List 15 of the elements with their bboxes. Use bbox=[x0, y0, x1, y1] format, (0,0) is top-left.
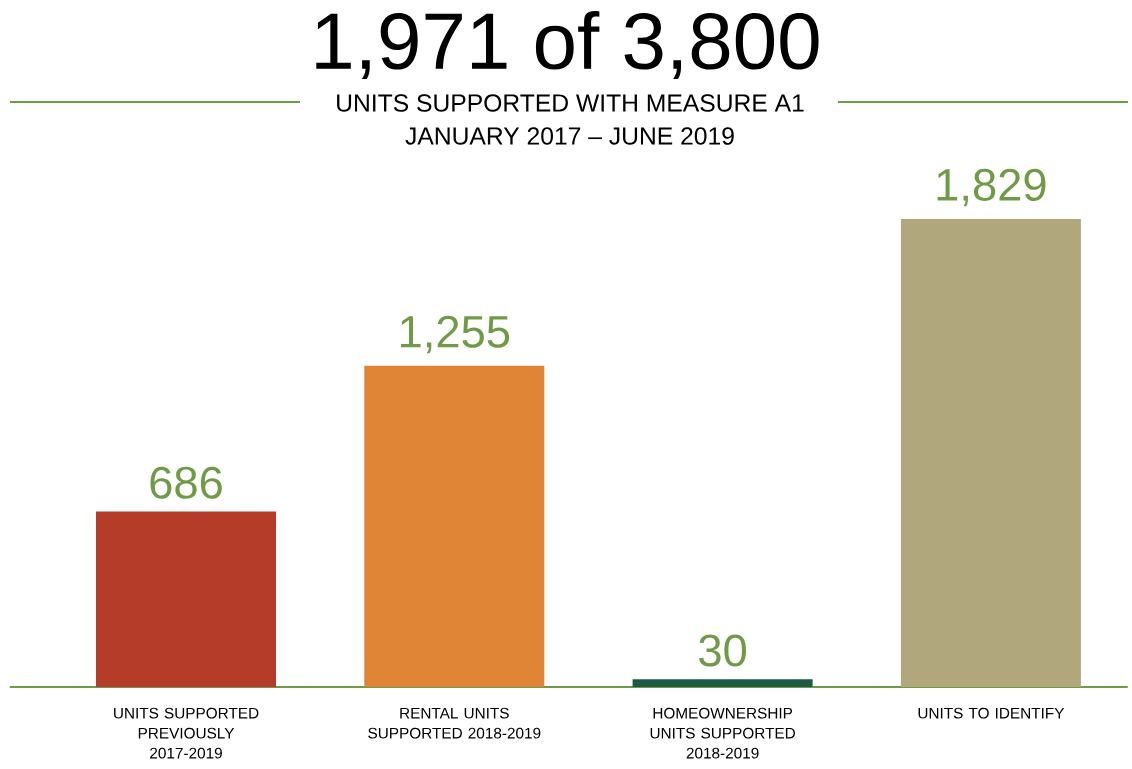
x-tick-label: RENTAL UNITS SUPPORTED 2018-2019 bbox=[368, 707, 541, 739]
chart-title: 1,971 of 3,800 bbox=[316, 10, 819, 80]
bar bbox=[632, 679, 813, 687]
data-label: 686 bbox=[150, 466, 222, 499]
data-label: 1,829 bbox=[937, 168, 1046, 207]
data-label: 1,255 bbox=[401, 315, 510, 354]
text: JANUARY 2017 – JUNE 2019 bbox=[405, 127, 734, 145]
bar bbox=[96, 511, 277, 687]
chart-subtitle: UNITS SUPPORTED WITH MEASURE A1 bbox=[337, 94, 804, 112]
x-tick-label: UNITS TO IDENTIFY bbox=[918, 707, 1065, 719]
data-label: 30 bbox=[699, 634, 747, 667]
bar bbox=[364, 365, 545, 687]
x-tick-label: HOMEOWNERSHIP UNITS SUPPORTED 2018-2019 bbox=[650, 707, 795, 759]
x-tick-label: UNITS SUPPORTED PREVIOUSLY 2017-2019 bbox=[114, 707, 259, 759]
bar bbox=[900, 219, 1081, 687]
